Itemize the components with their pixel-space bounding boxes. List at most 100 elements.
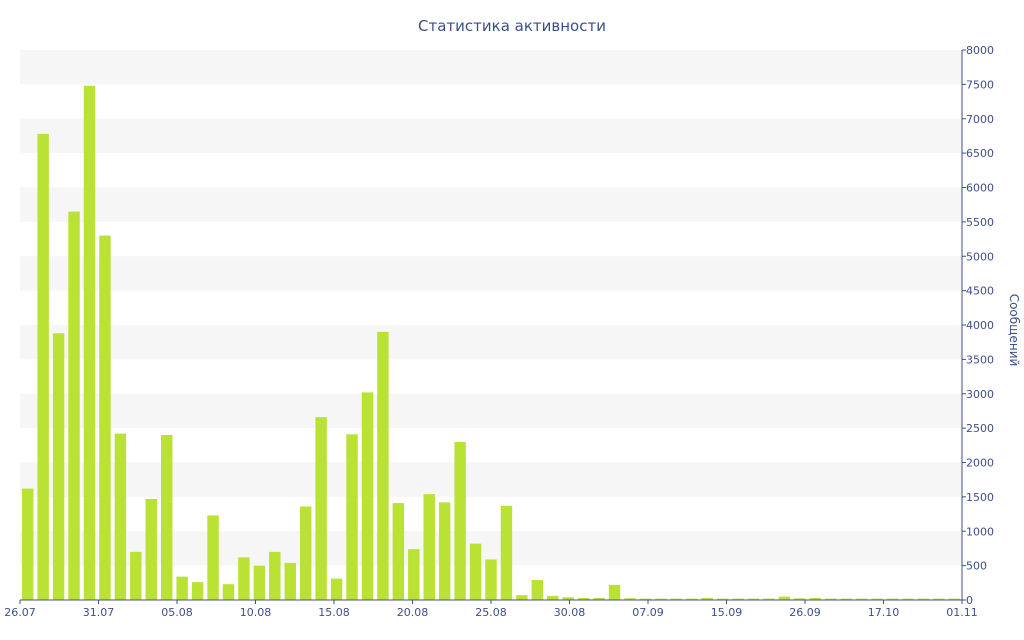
bar [392, 503, 405, 600]
bar [794, 598, 806, 600]
bar [191, 582, 204, 600]
bar [68, 211, 80, 600]
bar [299, 506, 312, 600]
bar [701, 597, 713, 600]
bar [624, 598, 636, 600]
bar [516, 595, 528, 600]
y-tick-label: 6500 [966, 147, 994, 160]
x-tick-label: 07.09 [632, 606, 664, 619]
bar [423, 494, 435, 600]
bar [608, 584, 621, 600]
grid-band [20, 118, 962, 154]
bar [222, 584, 235, 600]
bar [315, 417, 327, 600]
bar [377, 331, 389, 600]
chart-title: Статистика активности [418, 17, 606, 35]
y-tick-label: 0 [966, 594, 973, 607]
x-tick-label: 31.07 [83, 606, 115, 619]
bars [22, 85, 960, 600]
grid-band [20, 325, 962, 360]
x-tick-label: 26.07 [4, 606, 36, 619]
bar [716, 598, 729, 600]
bar [855, 598, 868, 600]
grid-band [20, 50, 962, 85]
bar [485, 559, 497, 600]
bar [469, 543, 482, 600]
y-tick-label: 4500 [966, 285, 994, 298]
y-tick-label: 1000 [966, 525, 994, 538]
bar [438, 502, 451, 600]
bar [778, 596, 791, 600]
y-tick-label: 7000 [966, 113, 994, 126]
bar [871, 598, 883, 600]
grid-band [20, 187, 962, 222]
y-axis-ticks: 0 500 1000 1500 2000 2500 3000 3500 4000 4500 5000… [962, 44, 994, 607]
x-tick-label: 01.11 [946, 606, 978, 619]
y-tick-label: 3000 [966, 388, 994, 401]
bar [840, 598, 852, 600]
bar [809, 597, 822, 600]
bar [577, 597, 590, 600]
bar [99, 235, 111, 600]
y-tick-label: 6000 [966, 182, 994, 195]
x-tick-label: 17.10 [868, 606, 900, 619]
bar [253, 565, 266, 600]
bar [207, 515, 219, 600]
x-tick-label: 05.08 [161, 606, 193, 619]
bar [948, 598, 960, 600]
bar [593, 597, 605, 600]
bar [933, 598, 945, 600]
bar [562, 597, 574, 600]
y-tick-label: 1500 [966, 491, 994, 504]
grid-bands [20, 50, 962, 566]
bar [83, 85, 96, 600]
grid-band [20, 256, 962, 291]
y-tick-label: 7500 [966, 78, 994, 91]
x-tick-label: 20.08 [397, 606, 429, 619]
y-tick-label: 8000 [966, 44, 994, 57]
y-axis-label: Сообщений [1007, 294, 1021, 367]
bar [531, 580, 544, 600]
bar [408, 549, 420, 600]
bar [238, 557, 250, 600]
bar [361, 392, 374, 600]
bar [269, 551, 281, 600]
bar [454, 441, 466, 600]
y-tick-label: 2500 [966, 422, 994, 435]
bar [145, 498, 157, 600]
bar [22, 488, 34, 600]
grid-band [20, 393, 962, 429]
y-tick-label: 5500 [966, 216, 994, 229]
x-axis-ticks: 26.07 31.07 05.08 10.08 15.08 20.08 25.08 30.08… [4, 600, 978, 619]
bar [655, 598, 667, 600]
grid-band [20, 462, 962, 497]
y-tick-label: 3500 [966, 353, 994, 366]
bar [114, 433, 127, 600]
bar [686, 598, 698, 600]
x-tick-label: 10.08 [240, 606, 272, 619]
bar [917, 598, 930, 600]
y-tick-label: 5000 [966, 250, 994, 263]
bar [763, 598, 775, 600]
bar [732, 598, 744, 600]
y-tick-label: 4000 [966, 319, 994, 332]
bar [330, 578, 343, 600]
x-tick-label: 15.08 [318, 606, 350, 619]
bar [825, 598, 837, 600]
x-tick-label: 26.09 [789, 606, 821, 619]
bar [670, 598, 683, 600]
bar [160, 435, 173, 600]
bar [37, 133, 49, 600]
bar [284, 562, 296, 600]
bar [902, 598, 914, 600]
bar [130, 551, 142, 600]
bar [176, 576, 188, 600]
x-tick-label: 25.08 [475, 606, 507, 619]
y-tick-label: 500 [966, 560, 987, 573]
bar [747, 598, 760, 600]
bar [500, 505, 513, 600]
x-tick-label: 15.09 [711, 606, 743, 619]
bar [639, 598, 652, 600]
